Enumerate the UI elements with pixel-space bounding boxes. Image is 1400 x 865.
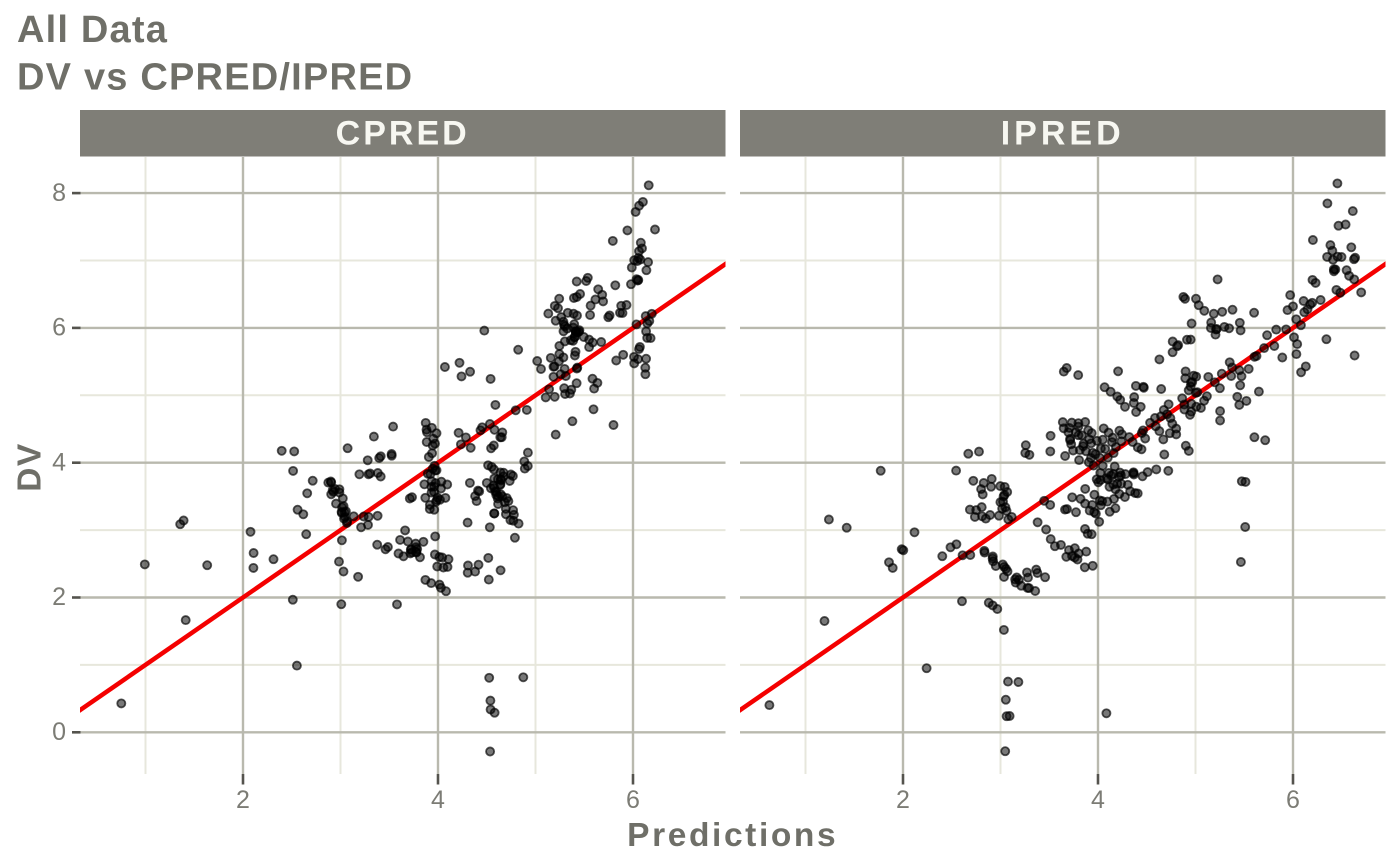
svg-text:6: 6 bbox=[626, 786, 640, 814]
svg-text:IPRED: IPRED bbox=[1001, 115, 1125, 153]
svg-text:2: 2 bbox=[896, 786, 910, 814]
svg-text:DV: DV bbox=[12, 442, 49, 492]
svg-text:CPRED: CPRED bbox=[336, 115, 470, 153]
svg-text:2: 2 bbox=[236, 786, 250, 814]
svg-text:4: 4 bbox=[431, 786, 445, 814]
svg-text:4: 4 bbox=[1091, 786, 1105, 814]
svg-text:4: 4 bbox=[52, 448, 66, 476]
svg-text:DV vs CPRED/IPRED: DV vs CPRED/IPRED bbox=[17, 57, 413, 99]
svg-text:Predictions: Predictions bbox=[627, 817, 838, 854]
svg-text:6: 6 bbox=[52, 314, 66, 342]
svg-text:8: 8 bbox=[52, 179, 66, 207]
svg-text:2: 2 bbox=[52, 583, 66, 611]
svg-text:All Data: All Data bbox=[17, 9, 168, 51]
svg-text:0: 0 bbox=[52, 718, 66, 746]
svg-text:6: 6 bbox=[1286, 786, 1300, 814]
